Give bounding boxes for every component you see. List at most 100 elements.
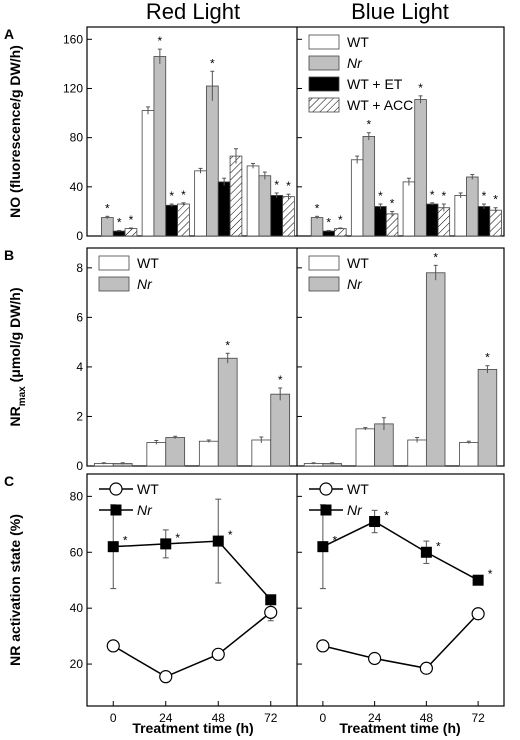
panel-frame — [86, 473, 505, 707]
legend-marker-nr — [110, 504, 122, 516]
significance-star: * — [488, 567, 493, 581]
significance-star: * — [326, 215, 331, 229]
bar-nr — [217, 357, 238, 467]
legend-label: WT + ET — [347, 76, 403, 92]
y-axis-label: NO (fluorescence/g DW/h) — [7, 45, 23, 218]
bar-wt-acc — [124, 228, 138, 237]
legend-label: Nr — [137, 276, 153, 292]
bar-wt — [194, 170, 207, 237]
significance-star: * — [430, 188, 435, 202]
data-point-nr — [107, 541, 119, 553]
legend-label: Nr — [137, 502, 153, 518]
bar-wt-acc — [385, 213, 399, 237]
legend-swatch — [308, 255, 340, 271]
legend-swatch — [308, 276, 340, 292]
bar-wt — [198, 440, 219, 467]
bar-wt-et — [425, 203, 439, 237]
x-tick-label: 24 — [159, 711, 173, 725]
y-tick-label: 80 — [70, 489, 84, 503]
significance-star: * — [378, 189, 383, 203]
data-point-nr — [420, 546, 432, 558]
significance-star: * — [482, 189, 487, 203]
y-tick-label: 0 — [76, 459, 83, 473]
significance-star: * — [158, 34, 163, 48]
significance-star: * — [436, 539, 441, 553]
y-tick-label: 0 — [76, 229, 83, 243]
bar-wt-et — [270, 195, 283, 237]
data-point-nr — [369, 516, 381, 528]
significance-star: * — [315, 201, 320, 215]
significance-star: * — [175, 531, 180, 545]
legend-label: WT — [347, 255, 369, 271]
x-tick-label: 0 — [320, 711, 327, 725]
legend-marker-wt — [109, 482, 123, 496]
bar-nr — [414, 99, 427, 237]
legend-label: WT + ACC — [347, 97, 413, 113]
bar-wt-acc — [229, 155, 243, 237]
series-line-wt — [112, 611, 272, 678]
legend-swatch — [308, 76, 340, 92]
significance-star: * — [117, 215, 122, 229]
column-title-red: Red Light — [146, 0, 240, 24]
data-point-wt — [159, 670, 173, 684]
y-tick-label: 4 — [76, 360, 83, 374]
bar-nr — [165, 437, 186, 467]
bar-nr — [425, 272, 446, 467]
legend-swatch — [98, 276, 130, 292]
legend-swatch — [98, 255, 130, 271]
significance-star: * — [418, 81, 423, 95]
data-point-wt — [368, 651, 382, 666]
column-title-blue: Blue Light — [351, 0, 449, 24]
panel-frame — [86, 247, 505, 467]
significance-star: * — [442, 189, 447, 203]
bar-wt-et — [374, 206, 387, 237]
bar-wt-et — [112, 230, 126, 237]
data-point-wt — [211, 647, 225, 661]
data-point-wt — [106, 639, 120, 653]
significance-star: * — [366, 118, 371, 132]
plot-area: ANO (fluorescence/g DW/h)04080120160****… — [4, 26, 505, 725]
series-line-wt — [322, 613, 479, 670]
y-tick-label: 20 — [70, 657, 84, 671]
significance-star: * — [390, 196, 395, 210]
x-tick-label: 24 — [368, 711, 382, 725]
significance-star: * — [181, 188, 186, 202]
panel-letter: B — [4, 247, 14, 263]
bar-nr — [466, 176, 479, 237]
y-tick-label: 80 — [70, 131, 84, 145]
significance-star: * — [433, 250, 438, 264]
significance-star: * — [169, 189, 174, 203]
bar-wt — [459, 442, 479, 467]
bar-wt — [407, 439, 427, 467]
y-tick-label: 40 — [70, 180, 84, 194]
legend-swatch — [308, 55, 340, 71]
legend-label: WT — [137, 255, 159, 271]
bar-nr — [101, 217, 114, 237]
data-point-wt — [264, 605, 278, 619]
bar-wt-et — [217, 181, 231, 237]
significance-star: * — [123, 534, 128, 548]
bar-wt-acc — [334, 228, 347, 237]
legend-label: WT — [137, 481, 159, 497]
significance-star: * — [274, 178, 279, 192]
bar-wt — [141, 110, 155, 237]
significance-star: * — [485, 351, 490, 365]
data-point-nr — [212, 535, 224, 547]
significance-star: * — [225, 338, 230, 352]
legend-label: WT — [347, 481, 369, 497]
legend-label: Nr — [347, 276, 363, 292]
panel-frame — [86, 26, 505, 237]
significance-star: * — [129, 213, 134, 227]
panel-letter: C — [4, 473, 14, 489]
significance-star: * — [338, 213, 343, 227]
x-tick-label: 48 — [420, 711, 434, 725]
significance-star: * — [384, 509, 389, 523]
significance-star: * — [286, 179, 291, 193]
significance-star: * — [278, 373, 283, 387]
bar-wt-et — [322, 230, 335, 237]
bar-nr — [270, 393, 291, 467]
bar-nr — [310, 217, 324, 237]
legend-label: WT — [347, 34, 369, 50]
y-tick-label: 160 — [63, 32, 83, 46]
